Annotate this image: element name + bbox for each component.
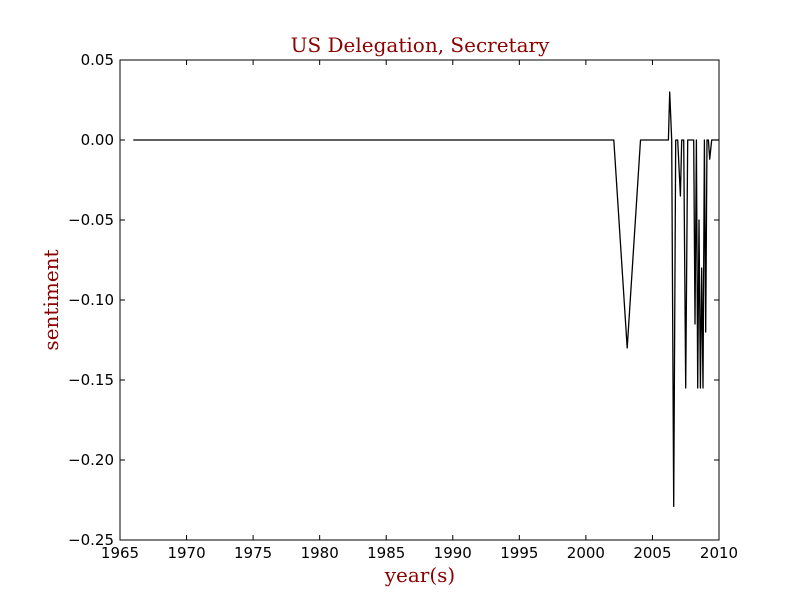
x-axis-ticks: 1965 1970 1975 1980 1985 1990 1995 2000 2005 2010	[101, 60, 738, 562]
y-tick-label: −0.25	[68, 531, 114, 549]
y-tick-label: 0.00	[81, 131, 114, 149]
x-tick-label: 1990	[434, 544, 472, 562]
y-axis-label: sentiment	[39, 249, 63, 350]
x-tick-label: 1980	[301, 544, 339, 562]
y-tick-label: −0.10	[68, 291, 114, 309]
chart-title: US Delegation, Secretary	[291, 33, 550, 57]
x-tick-label: 1985	[367, 544, 405, 562]
plot-frame	[119, 59, 720, 541]
y-tick-label: −0.05	[68, 211, 114, 229]
x-tick-label: 2010	[700, 544, 738, 562]
x-tick-label: 2000	[567, 544, 605, 562]
x-axis-label: year(s)	[384, 563, 456, 587]
x-tick-label: 1995	[500, 544, 538, 562]
y-tick-label: −0.20	[68, 451, 114, 469]
y-axis-ticks: 0.05 0.00 −0.05 −0.10 −0.15 −0.20 −0.25	[68, 51, 719, 549]
x-tick-label: 2005	[633, 544, 671, 562]
x-tick-label: 1965	[101, 544, 139, 562]
y-tick-label: −0.15	[68, 371, 114, 389]
x-tick-label: 1975	[234, 544, 272, 562]
series-line	[133, 91, 719, 508]
x-tick-label: 1970	[167, 544, 205, 562]
y-tick-label: 0.05	[81, 51, 114, 69]
